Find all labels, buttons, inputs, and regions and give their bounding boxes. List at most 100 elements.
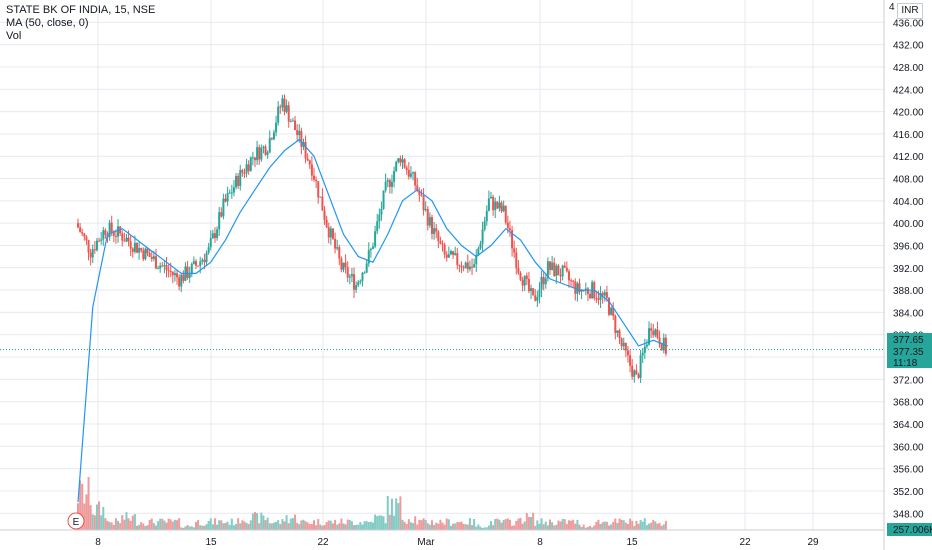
volume-bar <box>557 520 560 530</box>
volume-bar <box>388 514 391 530</box>
candle-body <box>216 229 219 239</box>
volume-bar <box>422 518 425 530</box>
volume-bar <box>117 520 120 530</box>
time-axis[interactable]: 8 15 22 Mar 8 15 22 29 <box>95 537 819 548</box>
y-tick-label: 412.00 <box>893 152 924 163</box>
volume-bar <box>294 514 297 530</box>
volume-bar <box>213 518 216 530</box>
volume-bar <box>580 527 583 530</box>
candle-body <box>249 157 252 171</box>
candle-body <box>502 205 505 212</box>
volume-bar <box>266 517 269 530</box>
volume-bar <box>81 483 84 530</box>
candle-body <box>428 217 431 226</box>
volume-legend[interactable]: Vol <box>6 30 22 42</box>
volume-bar <box>494 518 497 530</box>
volume-bar <box>226 521 229 530</box>
volume-bar <box>114 518 117 530</box>
volume-bar <box>544 521 547 530</box>
candle-body <box>395 161 398 172</box>
volume-bar <box>631 520 634 530</box>
candle-body <box>315 179 318 182</box>
candle-body <box>633 370 636 377</box>
volume-bar <box>119 523 122 530</box>
candle-body <box>85 236 88 241</box>
candle-body <box>346 267 349 278</box>
candle-body <box>542 276 545 285</box>
candle-body <box>152 256 155 260</box>
volume-bar <box>199 525 202 530</box>
y-tick-label: 368.00 <box>893 398 924 409</box>
candle-body <box>660 344 663 351</box>
candle-body <box>182 274 185 281</box>
candle-body <box>386 180 389 182</box>
volume-bar <box>367 521 370 530</box>
candle-body <box>626 350 629 356</box>
volume-bar <box>454 523 457 530</box>
candle-body <box>555 265 558 276</box>
symbol-legend[interactable]: STATE BK OF INDIA, 15, NSE <box>6 4 156 16</box>
volume-bar <box>374 514 377 530</box>
price-axis[interactable]: 348.00 352.00 356.00 360.00 364.00 368.00 372.… <box>893 18 924 520</box>
candle-body <box>530 288 533 292</box>
candle-body <box>104 230 107 235</box>
ma-legend[interactable]: MA (50, close, 0) <box>6 17 89 29</box>
volume-bar <box>188 526 191 530</box>
volume-bar <box>272 522 275 530</box>
volume-bar <box>146 525 149 530</box>
candle-body <box>245 164 248 174</box>
candle-body <box>431 217 433 234</box>
candle-body <box>580 290 583 292</box>
volume-bar <box>502 519 505 530</box>
upper-price-label: 377.65 <box>893 335 924 346</box>
volume-bar <box>589 525 592 530</box>
earnings-marker-label: E <box>73 517 80 528</box>
volume-bar <box>104 518 107 530</box>
candle-body <box>532 288 535 296</box>
candle-body <box>163 265 166 267</box>
volume-bar <box>536 520 539 530</box>
earnings-marker[interactable]: E <box>67 512 85 530</box>
volume-bar <box>527 516 530 530</box>
candle-body <box>136 242 138 253</box>
volume-bar <box>110 522 113 530</box>
volume-bar <box>409 522 412 530</box>
volume-bar <box>650 522 653 530</box>
volume-bar <box>582 524 585 530</box>
candle-body <box>331 228 334 239</box>
candle-body <box>481 229 484 244</box>
volume-bar <box>435 522 438 530</box>
volume-bar <box>376 516 379 530</box>
volume-bar <box>291 518 294 530</box>
candle-body <box>418 190 421 196</box>
currency-button[interactable]: INR <box>897 3 923 19</box>
candle-body <box>323 210 326 220</box>
volume-bar <box>513 525 516 530</box>
volume-bar <box>641 521 644 530</box>
volume-bar <box>123 519 126 530</box>
candle-body <box>475 255 478 265</box>
volume-bar <box>412 523 415 530</box>
candle-body <box>169 271 172 273</box>
volume-bar <box>140 522 143 530</box>
volume-bar <box>458 522 461 530</box>
candle-body <box>599 293 602 300</box>
y-tick-label: 364.00 <box>893 420 924 431</box>
volume-bar <box>85 494 88 530</box>
volume-bar <box>521 523 524 530</box>
candle-body <box>201 259 204 262</box>
volume-bar <box>95 504 98 530</box>
y-tick-label: 372.00 <box>893 375 924 386</box>
volume-bar <box>500 522 503 530</box>
candle-body <box>342 262 345 270</box>
candle-body <box>605 292 608 298</box>
candle-body <box>595 298 598 300</box>
candle-body <box>232 187 235 193</box>
volume-bar <box>353 525 356 530</box>
candle-body <box>471 266 474 268</box>
candle-body <box>93 249 96 251</box>
volume-bar <box>496 518 499 530</box>
volume-bar <box>224 522 227 530</box>
volume-bar <box>515 520 518 530</box>
